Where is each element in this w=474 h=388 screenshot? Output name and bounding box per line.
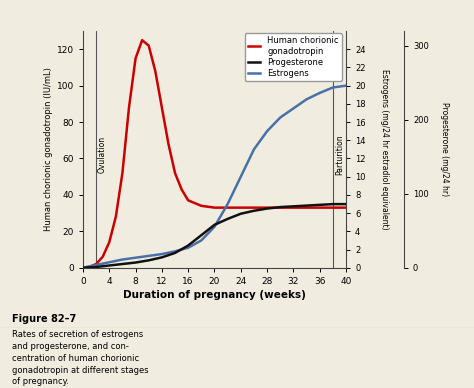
Y-axis label: Progesterone (mg/24 hr): Progesterone (mg/24 hr) bbox=[440, 102, 449, 196]
Text: Ovulation: Ovulation bbox=[98, 136, 107, 173]
Y-axis label: Estrogens (mg/24 hr estradiol equivalent): Estrogens (mg/24 hr estradiol equivalent… bbox=[380, 69, 389, 230]
X-axis label: Duration of pregnancy (weeks): Duration of pregnancy (weeks) bbox=[123, 290, 306, 300]
Legend: Human chorionic
gonadotropin, Progesterone, Estrogens: Human chorionic gonadotropin, Progestero… bbox=[245, 33, 342, 81]
Text: Parturition: Parturition bbox=[335, 135, 344, 175]
Text: Rates of secretion of estrogens
and progesterone, and con-
centration of human c: Rates of secretion of estrogens and prog… bbox=[12, 330, 148, 386]
Text: Figure 82–7: Figure 82–7 bbox=[12, 314, 76, 324]
Y-axis label: Human chorionic gonadotropin (IU/mL): Human chorionic gonadotropin (IU/mL) bbox=[44, 68, 53, 231]
